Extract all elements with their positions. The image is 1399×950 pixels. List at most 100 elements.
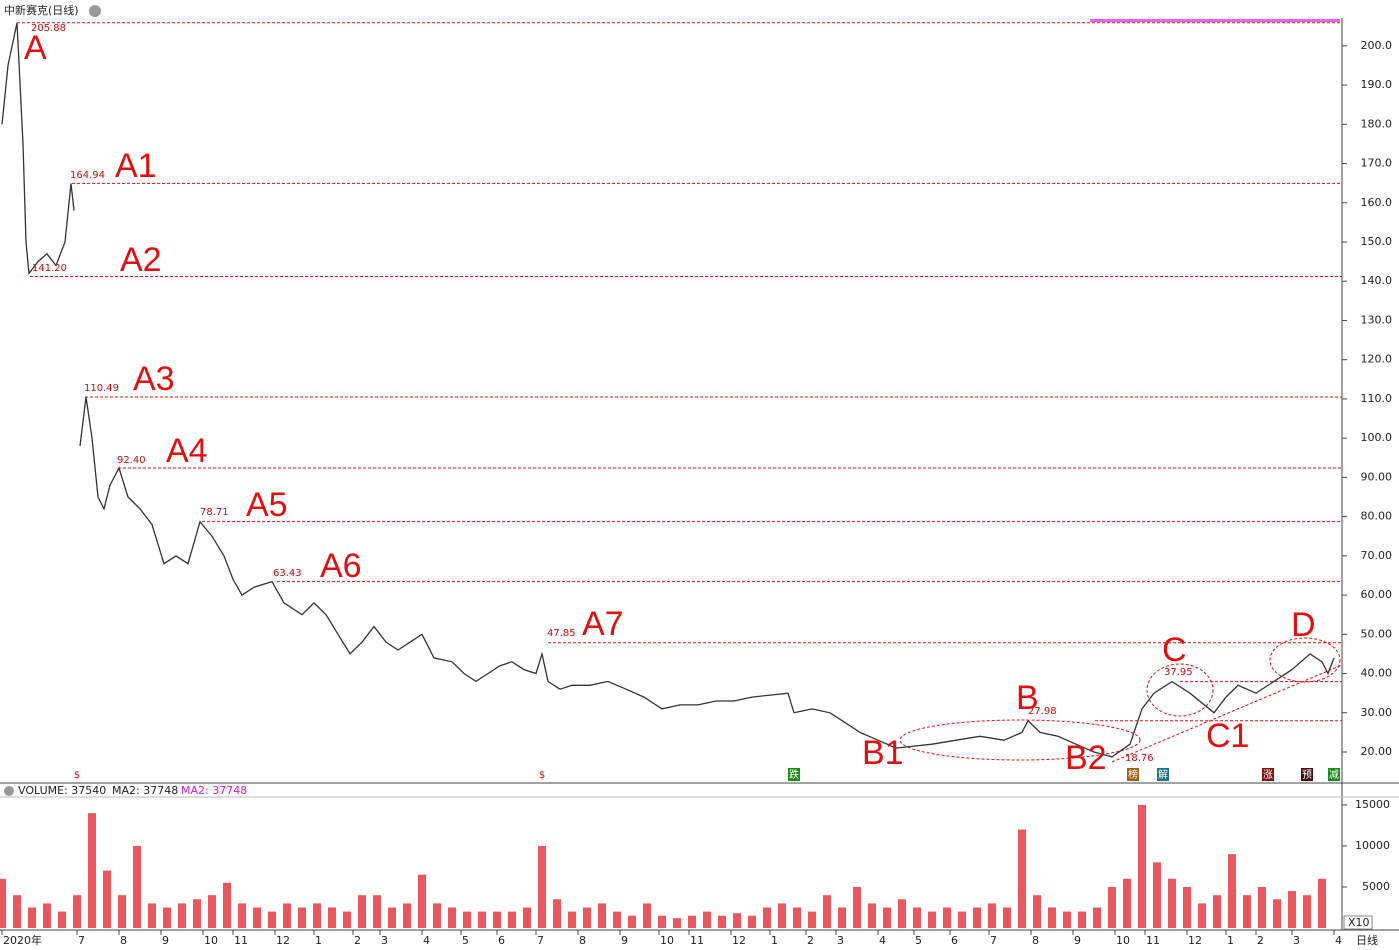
x-tick-label: 3 [837, 934, 844, 947]
volume-bar [433, 903, 441, 928]
event-icon [1157, 768, 1169, 781]
trend-line [1111, 664, 1343, 763]
volume-bar [253, 907, 261, 928]
volume-bar [1183, 886, 1191, 928]
event-label: $ [539, 770, 545, 781]
y-tick-label: 110.0 [1361, 392, 1393, 405]
value-label: 78.71 [200, 507, 229, 518]
volume-bar [28, 907, 36, 928]
y-tick-label: 180.0 [1361, 117, 1393, 130]
annotation-label: A4 [166, 432, 208, 470]
x-tick-label: 11 [690, 934, 704, 947]
event-icon [788, 768, 800, 781]
volume-bar [163, 907, 171, 928]
x-tick-label: 8 [120, 934, 127, 947]
value-label: 37.95 [1164, 667, 1193, 678]
x-tick-label: 10 [204, 934, 218, 947]
volume-bar [88, 813, 96, 928]
volume-bar [118, 895, 126, 928]
x-tick-label: 10 [660, 934, 674, 947]
volume-bar [223, 882, 231, 928]
signal-strip [1090, 19, 1340, 22]
y-tick-label: 50.00 [1361, 627, 1393, 640]
y-tick-label: 120.0 [1361, 353, 1393, 366]
volume-bar [988, 903, 996, 928]
volume-bar [1033, 895, 1041, 928]
volume-bar [1048, 907, 1056, 928]
annotation-label: A7 [582, 605, 624, 643]
event-label: 跌 [789, 768, 799, 781]
volume-bar [688, 915, 696, 928]
x-tick-label: 8 [579, 934, 586, 947]
volume-bar [1003, 907, 1011, 928]
volume-bar [898, 899, 906, 928]
x-tick-label: 12 [1188, 934, 1202, 947]
annotation-label: A5 [246, 486, 288, 524]
y-tick-label: 170.0 [1361, 157, 1393, 170]
volume-bar [973, 907, 981, 928]
y-tick-label: 130.0 [1361, 313, 1393, 326]
volume-bar [808, 911, 816, 928]
volume-bar [298, 907, 306, 928]
x-tick-label: 12 [732, 934, 746, 947]
x-tick-label: 1 [771, 934, 778, 947]
x-tick-label: 11 [234, 934, 248, 947]
volume-bar [463, 911, 471, 928]
x-tick-label: 8 [1032, 934, 1039, 947]
volume-bar [1318, 878, 1326, 928]
x-tick-label: 6 [951, 934, 958, 947]
x-tick-label: 9 [1074, 934, 1081, 947]
period-label[interactable]: 日线 [1356, 933, 1378, 947]
value-label: 63.43 [273, 568, 302, 579]
x-tick-label: 5 [915, 934, 922, 947]
zoom-box[interactable] [1343, 915, 1373, 930]
x-tick-label: 12 [276, 934, 290, 947]
volume-bar [178, 903, 186, 928]
annotation-label: C1 [1206, 717, 1249, 755]
event-icon [1301, 768, 1313, 781]
value-label: 110.49 [84, 383, 119, 394]
y-tick-label: 190.0 [1361, 78, 1393, 91]
volume-bar [1018, 829, 1026, 928]
y-tick-label: 100.0 [1361, 431, 1393, 444]
volume-bar [1078, 911, 1086, 928]
volume-legend: VOLUME: 37540 [18, 784, 106, 797]
volume-bar [703, 911, 711, 928]
volume-bar [268, 911, 276, 928]
annotation-label: D [1291, 606, 1316, 644]
volume-bar [943, 907, 951, 928]
volume-bar [358, 895, 366, 928]
x-tick-label: 7 [78, 934, 85, 947]
price-line [1, 22, 1335, 758]
y-tick-label: 60.00 [1361, 588, 1393, 601]
volume-bar [553, 899, 561, 928]
volume-bar [1093, 907, 1101, 928]
volume-bar [103, 870, 111, 928]
volume-bar [238, 903, 246, 928]
x-tick-label: 2 [1257, 934, 1264, 947]
chart-title: 中新赛克(日线) [4, 3, 79, 17]
volume-bar [403, 903, 411, 928]
y-tick-label: 20.00 [1361, 745, 1393, 758]
event-icon [1127, 768, 1139, 781]
volume-bar [1213, 895, 1221, 928]
menu-button[interactable] [89, 5, 101, 17]
annotation-label: A3 [133, 360, 175, 398]
y-tick-label: 5000 [1362, 880, 1390, 893]
event-label: 涨 [1263, 769, 1273, 781]
menu-button[interactable] [4, 786, 14, 796]
ma2-legend: MA2: 37748 [181, 784, 247, 797]
volume-bar [43, 903, 51, 928]
y-tick-label: 140.0 [1361, 274, 1393, 287]
volume-bar [448, 907, 456, 928]
volume-bar [613, 911, 621, 928]
y-tick-label: 90.00 [1361, 470, 1393, 483]
x-tick-label: 2 [807, 934, 814, 947]
volume-bar [763, 907, 771, 928]
volume-bar [1273, 899, 1281, 928]
pattern-ellipse [899, 719, 1141, 761]
volume-bar [778, 903, 786, 928]
zoom-label: X10 [1348, 916, 1370, 929]
